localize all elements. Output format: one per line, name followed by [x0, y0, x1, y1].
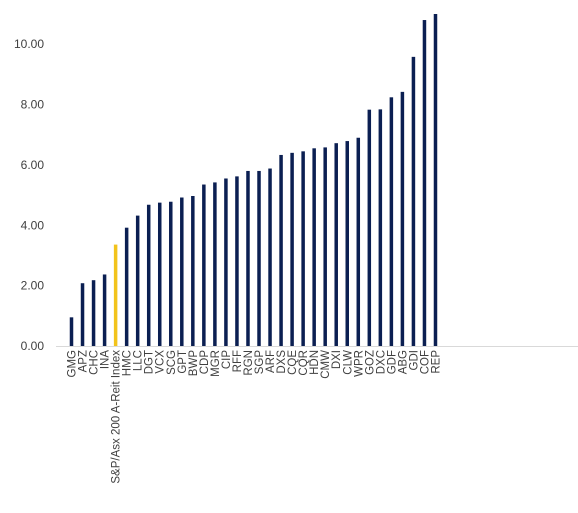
y-tick-label: 0.00 — [21, 339, 45, 353]
bar — [422, 20, 427, 346]
bar — [246, 170, 250, 346]
x-tick-label: SGP — [254, 350, 266, 375]
y-axis-ticks: 0.00 2.00 4.00 6.00 8.00 10.00 — [14, 37, 44, 353]
x-tick-label: VCX — [155, 350, 167, 374]
x-tick-label: GPT — [177, 350, 189, 374]
x-tick-label: CQE — [287, 350, 299, 375]
bar — [224, 178, 228, 346]
bar — [180, 197, 184, 346]
bar — [279, 154, 283, 346]
bar — [345, 141, 349, 346]
bar — [312, 148, 316, 346]
bar — [334, 143, 338, 346]
bar — [257, 170, 261, 346]
bar — [102, 274, 107, 346]
bar — [301, 151, 305, 346]
bar — [400, 91, 405, 347]
y-tick-label: 6.00 — [21, 158, 45, 172]
bar — [202, 184, 206, 346]
bar — [323, 147, 327, 346]
x-tick-label: WPR — [353, 350, 365, 377]
x-tick-label: LLC — [133, 350, 145, 371]
x-tick-label: HMC — [122, 350, 134, 376]
x-tick-label: CDP — [199, 350, 211, 375]
x-tick-label: BWP — [188, 350, 200, 377]
bar — [378, 109, 383, 347]
bar — [69, 317, 74, 346]
x-tick-label: GDI — [408, 350, 420, 370]
x-tick-label: COF — [419, 350, 431, 374]
bar — [356, 137, 361, 346]
x-tick-label: CQR — [298, 350, 310, 376]
bar — [367, 109, 372, 347]
bar — [213, 182, 217, 346]
y-tick-label: 4.00 — [21, 218, 45, 232]
x-tick-label: CHC — [89, 350, 101, 375]
x-tick-label: DXI — [331, 350, 343, 369]
bar — [80, 283, 85, 346]
x-tick-label: GDF — [386, 350, 398, 374]
y-tick-label: 8.00 — [21, 98, 45, 112]
bar — [268, 168, 272, 346]
bar — [135, 215, 140, 346]
x-tick-label: RFF — [232, 350, 244, 372]
x-tick-label: HDN — [309, 350, 321, 375]
x-tick-label: GMG — [67, 350, 79, 378]
x-tick-label: GOZ — [364, 350, 376, 375]
y-tick-label: 10.00 — [14, 37, 44, 51]
x-tick-label: MGR — [210, 350, 222, 377]
bar — [146, 204, 151, 346]
x-tick-label: CLW — [342, 350, 354, 375]
x-tick-label: S&P/Asx 200 A-Reit Index — [111, 350, 123, 484]
x-tick-label: REP — [430, 350, 442, 374]
bar — [124, 227, 129, 346]
bar — [433, 14, 438, 346]
x-tick-label: INA — [100, 350, 112, 370]
bar — [411, 56, 416, 347]
x-tick-label: ARF — [265, 350, 277, 373]
bar — [389, 97, 394, 346]
x-tick-label: APZ — [78, 350, 90, 372]
bar — [191, 196, 195, 346]
bar — [91, 280, 96, 346]
x-tick-label: DGT — [144, 350, 156, 374]
bar — [113, 244, 118, 346]
x-tick-label: ABG — [397, 350, 409, 374]
bars — [69, 14, 438, 347]
x-axis-labels: GMG APZ CHC INA S&P/Asx 200 A-Reit Index HMC L… — [67, 350, 443, 484]
bar — [169, 201, 173, 346]
y-tick-label: 2.00 — [21, 279, 45, 293]
bar — [235, 176, 239, 346]
x-tick-label: CIP — [221, 350, 233, 370]
x-tick-label: CMW — [320, 350, 332, 379]
bar — [290, 152, 294, 346]
bar — [157, 202, 162, 346]
x-tick-label: DXS — [276, 350, 288, 374]
x-tick-label: RGN — [243, 350, 255, 376]
x-tick-label: SCG — [166, 350, 178, 375]
x-tick-label: DXC — [375, 350, 387, 374]
